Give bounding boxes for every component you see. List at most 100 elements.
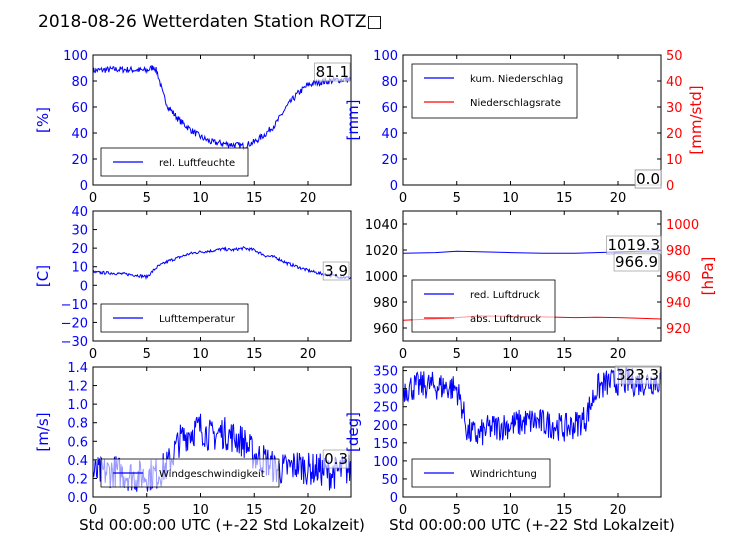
- x-tick-label: 0: [399, 191, 407, 206]
- legend-label: abs. Luftdruck: [470, 314, 541, 325]
- y-axis-label: [C]: [34, 265, 52, 287]
- last-value-label: 966.9: [615, 253, 658, 271]
- y-right-tick-label: 960: [666, 270, 691, 285]
- y-tick-label: 100: [373, 49, 398, 64]
- x-tick-label: 10: [502, 191, 519, 206]
- y-tick-label: 0: [390, 491, 398, 506]
- y-tick-label: 1.0: [67, 398, 88, 413]
- y-tick-label: 100: [63, 49, 88, 64]
- y-right-tick-label: 940: [666, 296, 691, 311]
- y-tick-label: 40: [71, 127, 88, 142]
- y-tick-label: 50: [381, 473, 398, 488]
- y-right-tick-label: 50: [666, 49, 683, 64]
- y-tick-label: 40: [71, 205, 88, 220]
- x-tick-label: 10: [192, 347, 209, 362]
- y-tick-label: 40: [381, 127, 398, 142]
- plot-frame: [92, 366, 352, 498]
- x-tick-label: 15: [556, 503, 573, 518]
- y-tick-label: 20: [71, 242, 88, 257]
- last-value-box: [614, 365, 661, 385]
- x-tick-label: 15: [556, 191, 573, 206]
- y-tick-label: 0: [80, 279, 88, 294]
- y-tick-label: 80: [381, 75, 398, 90]
- y-right-tick-label: 30: [666, 101, 683, 116]
- y-tick-label: 60: [381, 101, 398, 116]
- y-axis-label: [mm]: [344, 100, 362, 141]
- y-tick-label: −20: [61, 316, 88, 331]
- y-tick-label: 0.8: [67, 417, 88, 432]
- x-tick-label: 20: [300, 503, 317, 518]
- y-right-tick-label: 20: [666, 127, 683, 142]
- y-tick-label: 980: [373, 296, 398, 311]
- x-tick-label: 5: [143, 347, 151, 362]
- y-tick-label: 1020: [365, 244, 398, 259]
- x-tick-label: 5: [143, 503, 151, 518]
- y-tick-label: 30: [71, 224, 88, 239]
- y-tick-label: −10: [61, 298, 88, 313]
- plot-frame: [402, 366, 662, 498]
- legend-box: [411, 279, 556, 333]
- legend-label: Niederschlagsrate: [470, 98, 561, 109]
- legend-box: [411, 63, 578, 119]
- x-tick-label: 20: [300, 347, 317, 362]
- y-tick-label: 350: [373, 365, 398, 380]
- y-right-tick-label: 0: [666, 179, 674, 194]
- y-tick-label: 60: [71, 101, 88, 116]
- last-value-box: [314, 62, 351, 82]
- y-tick-label: 0.0: [67, 491, 88, 506]
- y-tick-label: 1000: [365, 270, 398, 285]
- y-tick-label: 1.4: [67, 361, 88, 376]
- x-tick-label: 15: [246, 347, 263, 362]
- y-right-tick-label: 40: [666, 75, 683, 90]
- last-value-box: [634, 169, 662, 189]
- y-tick-label: 1.2: [67, 380, 88, 395]
- last-value-label: 81.1: [316, 63, 349, 81]
- series-line-1: [403, 367, 661, 446]
- plot-frame: [92, 210, 352, 342]
- x-tick-label: 15: [556, 347, 573, 362]
- last-value-label: 3.9: [324, 262, 348, 280]
- chart-panel-1: 0 5 10 15 20 0 20 40 60 80 100 [%] rel. Luftfeuchte 8…: [34, 49, 352, 206]
- y-tick-label: 80: [71, 75, 88, 90]
- x-tick-label: 5: [143, 191, 151, 206]
- plot-frame: [92, 54, 352, 186]
- last-value-box: [322, 261, 350, 281]
- y-tick-label: 0.6: [67, 435, 88, 450]
- x-axis-label: Std 00:00:00 UTC (+-22 Std Lokalzeit): [79, 516, 365, 534]
- chart-panel-4: 0 5 10 15 20 960 980 1000 1020 1040 920 940 960 980 10…: [365, 210, 717, 362]
- y-axis-label: [deg]: [344, 412, 362, 452]
- last-value-label: 0.0: [636, 170, 660, 188]
- y-tick-label: 20: [71, 153, 88, 168]
- x-axis-label: Std 00:00:00 UTC (+-22 Std Lokalzeit): [389, 516, 675, 534]
- x-tick-label: 0: [399, 503, 407, 518]
- last-value-box: [613, 252, 660, 272]
- x-tick-label: 10: [192, 191, 209, 206]
- last-value-label: 0.3: [324, 450, 348, 468]
- y-tick-label: 10: [71, 261, 88, 276]
- x-tick-label: 5: [453, 191, 461, 206]
- y-axis-label-right: [hPa]: [699, 257, 717, 296]
- last-value-box: [322, 449, 350, 469]
- legend-label: red. Luftdruck: [470, 290, 540, 301]
- y-tick-label: 20: [381, 153, 398, 168]
- y-tick-label: 960: [373, 322, 398, 337]
- y-axis-label-right: [mm/std]: [687, 85, 705, 154]
- y-tick-label: 150: [373, 437, 398, 452]
- legend-label: kum. Niederschlag: [470, 74, 563, 85]
- y-axis-label: [%]: [34, 107, 52, 133]
- plot-frame: [402, 54, 662, 186]
- y-tick-label: 1040: [365, 218, 398, 233]
- y-tick-label: 0.2: [67, 472, 88, 487]
- y-tick-label: 100: [373, 455, 398, 470]
- x-tick-label: 0: [89, 503, 97, 518]
- y-right-tick-label: 1000: [666, 218, 699, 233]
- series-line-1: [93, 245, 351, 281]
- y-tick-label: 0: [390, 179, 398, 194]
- x-tick-label: 20: [610, 191, 627, 206]
- last-value-label: 323.3: [616, 366, 659, 384]
- legend-label: rel. Luftfeuchte: [159, 158, 235, 169]
- x-tick-label: 20: [610, 347, 627, 362]
- y-tick-label: 300: [373, 383, 398, 398]
